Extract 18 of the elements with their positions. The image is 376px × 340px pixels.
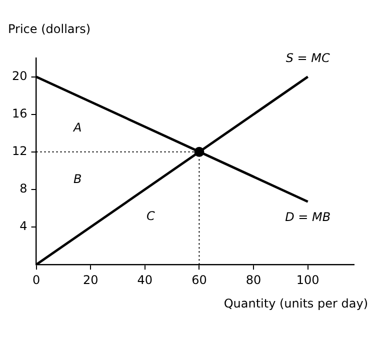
x-axis-title: Quantity (units per day) <box>224 296 368 311</box>
annotation: B <box>73 172 82 186</box>
y-tick-label: 8 <box>20 182 28 196</box>
x-tick-label: 20 <box>82 272 98 287</box>
annotation: A <box>72 120 82 134</box>
y-tick-label: 20 <box>12 68 28 83</box>
series-label: D = MB <box>285 210 331 224</box>
x-tick-label: 40 <box>137 272 153 287</box>
y-axis-title: Price (dollars) <box>8 22 91 36</box>
series-label: S = MC <box>286 50 330 65</box>
y-tick-label: 16 <box>12 106 28 120</box>
x-tick-label: 60 <box>192 272 207 287</box>
x-tick-label: 0 <box>32 272 40 287</box>
y-tick-label: 4 <box>20 219 28 234</box>
x-tick-label: 80 <box>246 272 262 287</box>
y-tick-label: 12 <box>12 144 28 158</box>
x-tick-label: 100 <box>296 272 320 287</box>
annotation: C <box>146 209 156 224</box>
